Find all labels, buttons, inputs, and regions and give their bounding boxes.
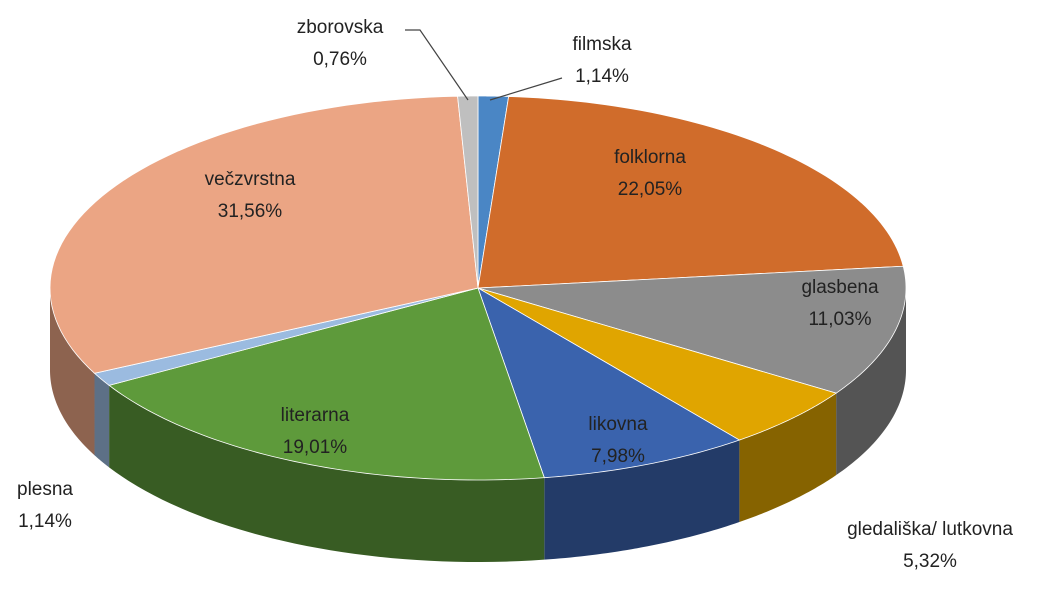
value-label: 7,98% <box>591 446 645 467</box>
pie-side <box>50 288 95 456</box>
pie-side <box>94 373 110 468</box>
pie-side <box>544 440 740 560</box>
pie-slice <box>108 287 545 481</box>
pie-side <box>109 385 545 562</box>
pie-slice <box>477 287 838 441</box>
slice-label: zborovska <box>297 17 384 38</box>
pie-slice <box>49 95 479 374</box>
slice-label: filmska <box>572 34 632 55</box>
value-label: 0,76% <box>313 49 367 70</box>
value-label: 31,56% <box>218 201 283 222</box>
pie-slice <box>457 95 479 289</box>
pie-slice <box>477 96 904 289</box>
value-label: 22,05% <box>618 179 683 200</box>
slice-label: glasbena <box>801 277 879 298</box>
slice-label: literarna <box>281 405 350 426</box>
pie-slice <box>477 265 907 394</box>
value-label: 1,14% <box>575 66 629 87</box>
slice-label: večzvrstna <box>205 169 296 190</box>
slice-label: likovna <box>588 414 648 435</box>
slice-label: gledališka/ lutkovna <box>847 519 1013 540</box>
value-label: 19,01% <box>283 437 348 458</box>
pie-slice <box>93 287 479 386</box>
pie-slice <box>477 287 741 479</box>
leader-line <box>489 77 563 101</box>
value-label: 1,14% <box>18 511 72 532</box>
leader-line <box>405 29 469 101</box>
pie-side <box>739 393 837 523</box>
slice-label: plesna <box>17 479 73 500</box>
value-label: 5,32% <box>903 551 957 572</box>
pie-side <box>836 288 906 476</box>
value-label: 11,03% <box>808 309 871 330</box>
slice-label: folklorna <box>614 147 686 168</box>
